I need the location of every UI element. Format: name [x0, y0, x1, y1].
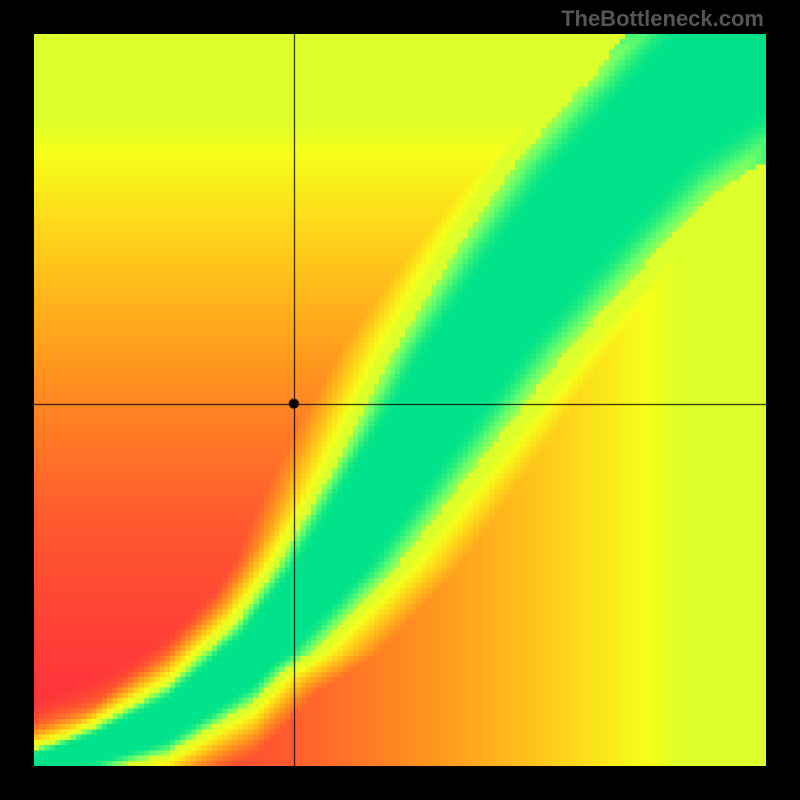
- figure-root: TheBottleneck.com: [0, 0, 800, 800]
- watermark-text: TheBottleneck.com: [561, 6, 764, 32]
- crosshair-overlay: [34, 34, 766, 766]
